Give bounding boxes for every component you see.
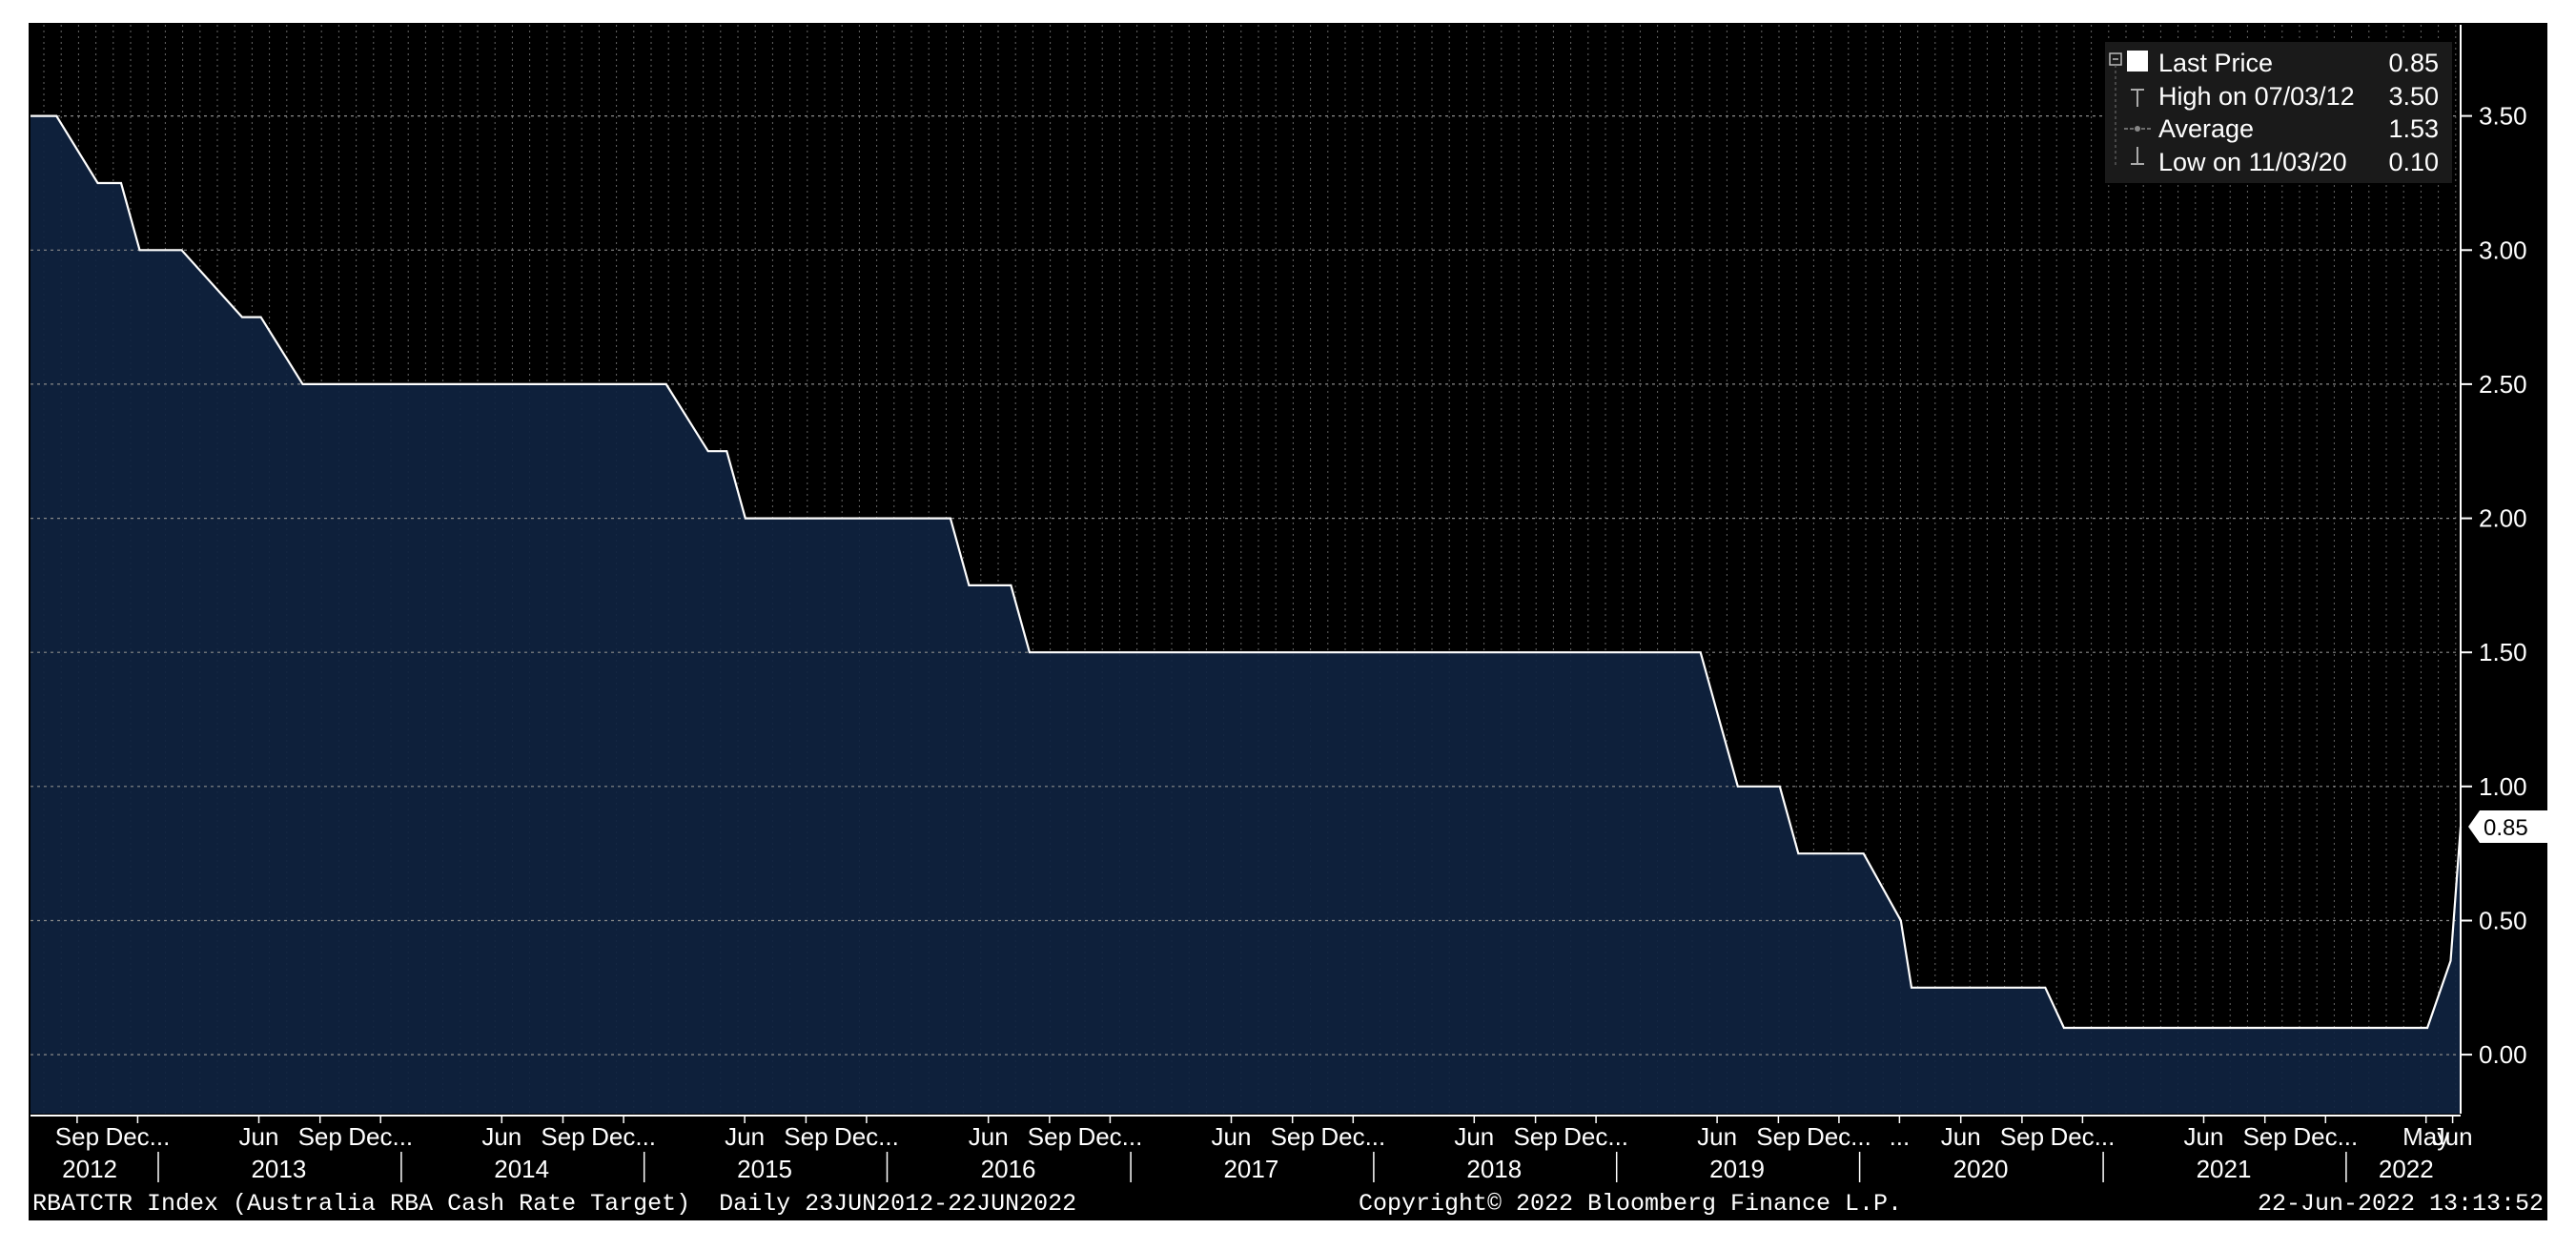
last-price-tag: 0.85 xyxy=(2468,810,2547,843)
y-tick-label: 0.50 xyxy=(2479,907,2527,935)
x-tick-label-month: Dec... xyxy=(1320,1122,1385,1151)
legend-label-low: Low on 11/03/20 xyxy=(2158,148,2347,176)
x-tick-label-month: Jun xyxy=(2433,1122,2473,1151)
x-tick-label-year: 2021 xyxy=(2197,1155,2252,1183)
high-marker-icon xyxy=(2131,89,2144,107)
x-tick-label-month: Dec... xyxy=(2293,1122,2358,1151)
series-area-fill xyxy=(31,115,2461,1115)
x-tick-label-month: May xyxy=(2402,1122,2449,1151)
collapse-icon[interactable] xyxy=(2109,52,2122,168)
x-tick-label-month: Sep xyxy=(541,1122,584,1151)
x-tick-label-month: Dec... xyxy=(348,1122,413,1151)
series-line-group xyxy=(31,114,2463,1030)
legend-value-low: 0.10 xyxy=(2388,148,2439,176)
x-tick-label-month: Jun xyxy=(1941,1122,1981,1151)
last-price-tag-label: 0.85 xyxy=(2484,815,2528,841)
legend-label-average: Average xyxy=(2158,114,2254,143)
y-tick-label: 2.50 xyxy=(2479,370,2527,399)
y-tick-label: 3.00 xyxy=(2479,236,2527,264)
legend-value-high: 3.50 xyxy=(2388,82,2439,111)
footer-timestamp: 22-Jun-2022 13:13:52 xyxy=(2258,1190,2544,1218)
y-tick-label: 2.00 xyxy=(2479,504,2527,533)
x-tick-label-month: Sep xyxy=(2000,1122,2044,1151)
footer-copyright: Copyright© 2022 Bloomberg Finance L.P. xyxy=(1359,1190,1902,1218)
series-line xyxy=(31,114,2463,1030)
x-tick-label-year: 2016 xyxy=(981,1155,1036,1183)
y-tick-label: 1.00 xyxy=(2479,772,2527,801)
x-tick-label-month: Dec... xyxy=(1564,1122,1628,1151)
x-tick-label-month: Dec... xyxy=(591,1122,656,1151)
x-tick-label-month: Jun xyxy=(969,1122,1009,1151)
legend-value-average: 1.53 xyxy=(2388,114,2439,143)
legend-label-last-price: Last Price xyxy=(2158,49,2273,77)
legend-background xyxy=(2105,42,2452,183)
footer-index-description: RBATCTR Index (Australia RBA Cash Rate T… xyxy=(32,1190,1076,1218)
x-tick-label-month: Dec... xyxy=(1807,1122,1871,1151)
x-tick-label-month: Jun xyxy=(1212,1122,1252,1151)
x-tick-label-month: ... xyxy=(1890,1122,1911,1151)
x-tick-label-month: Jun xyxy=(1454,1122,1494,1151)
x-tick-label-month: Jun xyxy=(2184,1122,2224,1151)
x-tick-label-year: 2020 xyxy=(1953,1155,2009,1183)
y-tick-label: 1.50 xyxy=(2479,638,2527,666)
x-tick-label-year: 2013 xyxy=(251,1155,306,1183)
y-axis-ticks: 0.00 0.50 1.00 1.50 2.00 2.50 3.00 3.50 xyxy=(2461,102,2527,1069)
x-tick-label-month: Dec... xyxy=(105,1122,170,1151)
series-area xyxy=(31,115,2461,1115)
x-tick-label-year: 2018 xyxy=(1466,1155,1522,1183)
x-tick-label-year: 2022 xyxy=(2379,1155,2434,1183)
legend: Last Price 0.85 High on 07/03/12 3.50 Av… xyxy=(2105,42,2452,183)
x-tick-label-month: Jun xyxy=(1697,1122,1737,1151)
x-tick-label-month: Dec... xyxy=(1077,1122,1142,1151)
x-tick-label-month: Jun xyxy=(239,1122,279,1151)
white-square-icon xyxy=(2127,51,2148,72)
x-tick-label-month: Jun xyxy=(725,1122,765,1151)
legend-value-last-price: 0.85 xyxy=(2388,49,2439,77)
x-tick-label-month: Jun xyxy=(481,1122,521,1151)
x-tick-label-year: 2014 xyxy=(494,1155,549,1183)
x-tick-label-year: 2019 xyxy=(1709,1155,1765,1183)
x-tick-label-month: Sep xyxy=(55,1122,99,1151)
x-tick-label-month: Sep xyxy=(2243,1122,2287,1151)
x-tick-label-year: 2012 xyxy=(62,1155,117,1183)
x-tick-label-month: Sep xyxy=(1028,1122,1072,1151)
x-tick-label-month: Sep xyxy=(1513,1122,1557,1151)
average-marker-icon xyxy=(2124,126,2151,132)
low-marker-icon xyxy=(2131,147,2144,165)
x-tick-label-month: Sep xyxy=(784,1122,828,1151)
x-tick-label-year: 2017 xyxy=(1223,1155,1278,1183)
x-tick-label-month: Dec... xyxy=(834,1122,899,1151)
x-tick-label-month: Sep xyxy=(1271,1122,1315,1151)
x-tick-label-year: 2015 xyxy=(737,1155,792,1183)
x-tick-label-month: Dec... xyxy=(2050,1122,2115,1151)
y-tick-label: 3.50 xyxy=(2479,102,2527,131)
x-tick-label-month: Sep xyxy=(1756,1122,1800,1151)
x-axis-ticks: Sep Dec... Jun Sep Dec... Jun Sep Dec... Jun Sep D… xyxy=(55,1116,2473,1183)
legend-label-high: High on 07/03/12 xyxy=(2158,82,2355,111)
y-tick-label: 0.00 xyxy=(2479,1040,2527,1069)
x-tick-label-month: Sep xyxy=(298,1122,342,1151)
